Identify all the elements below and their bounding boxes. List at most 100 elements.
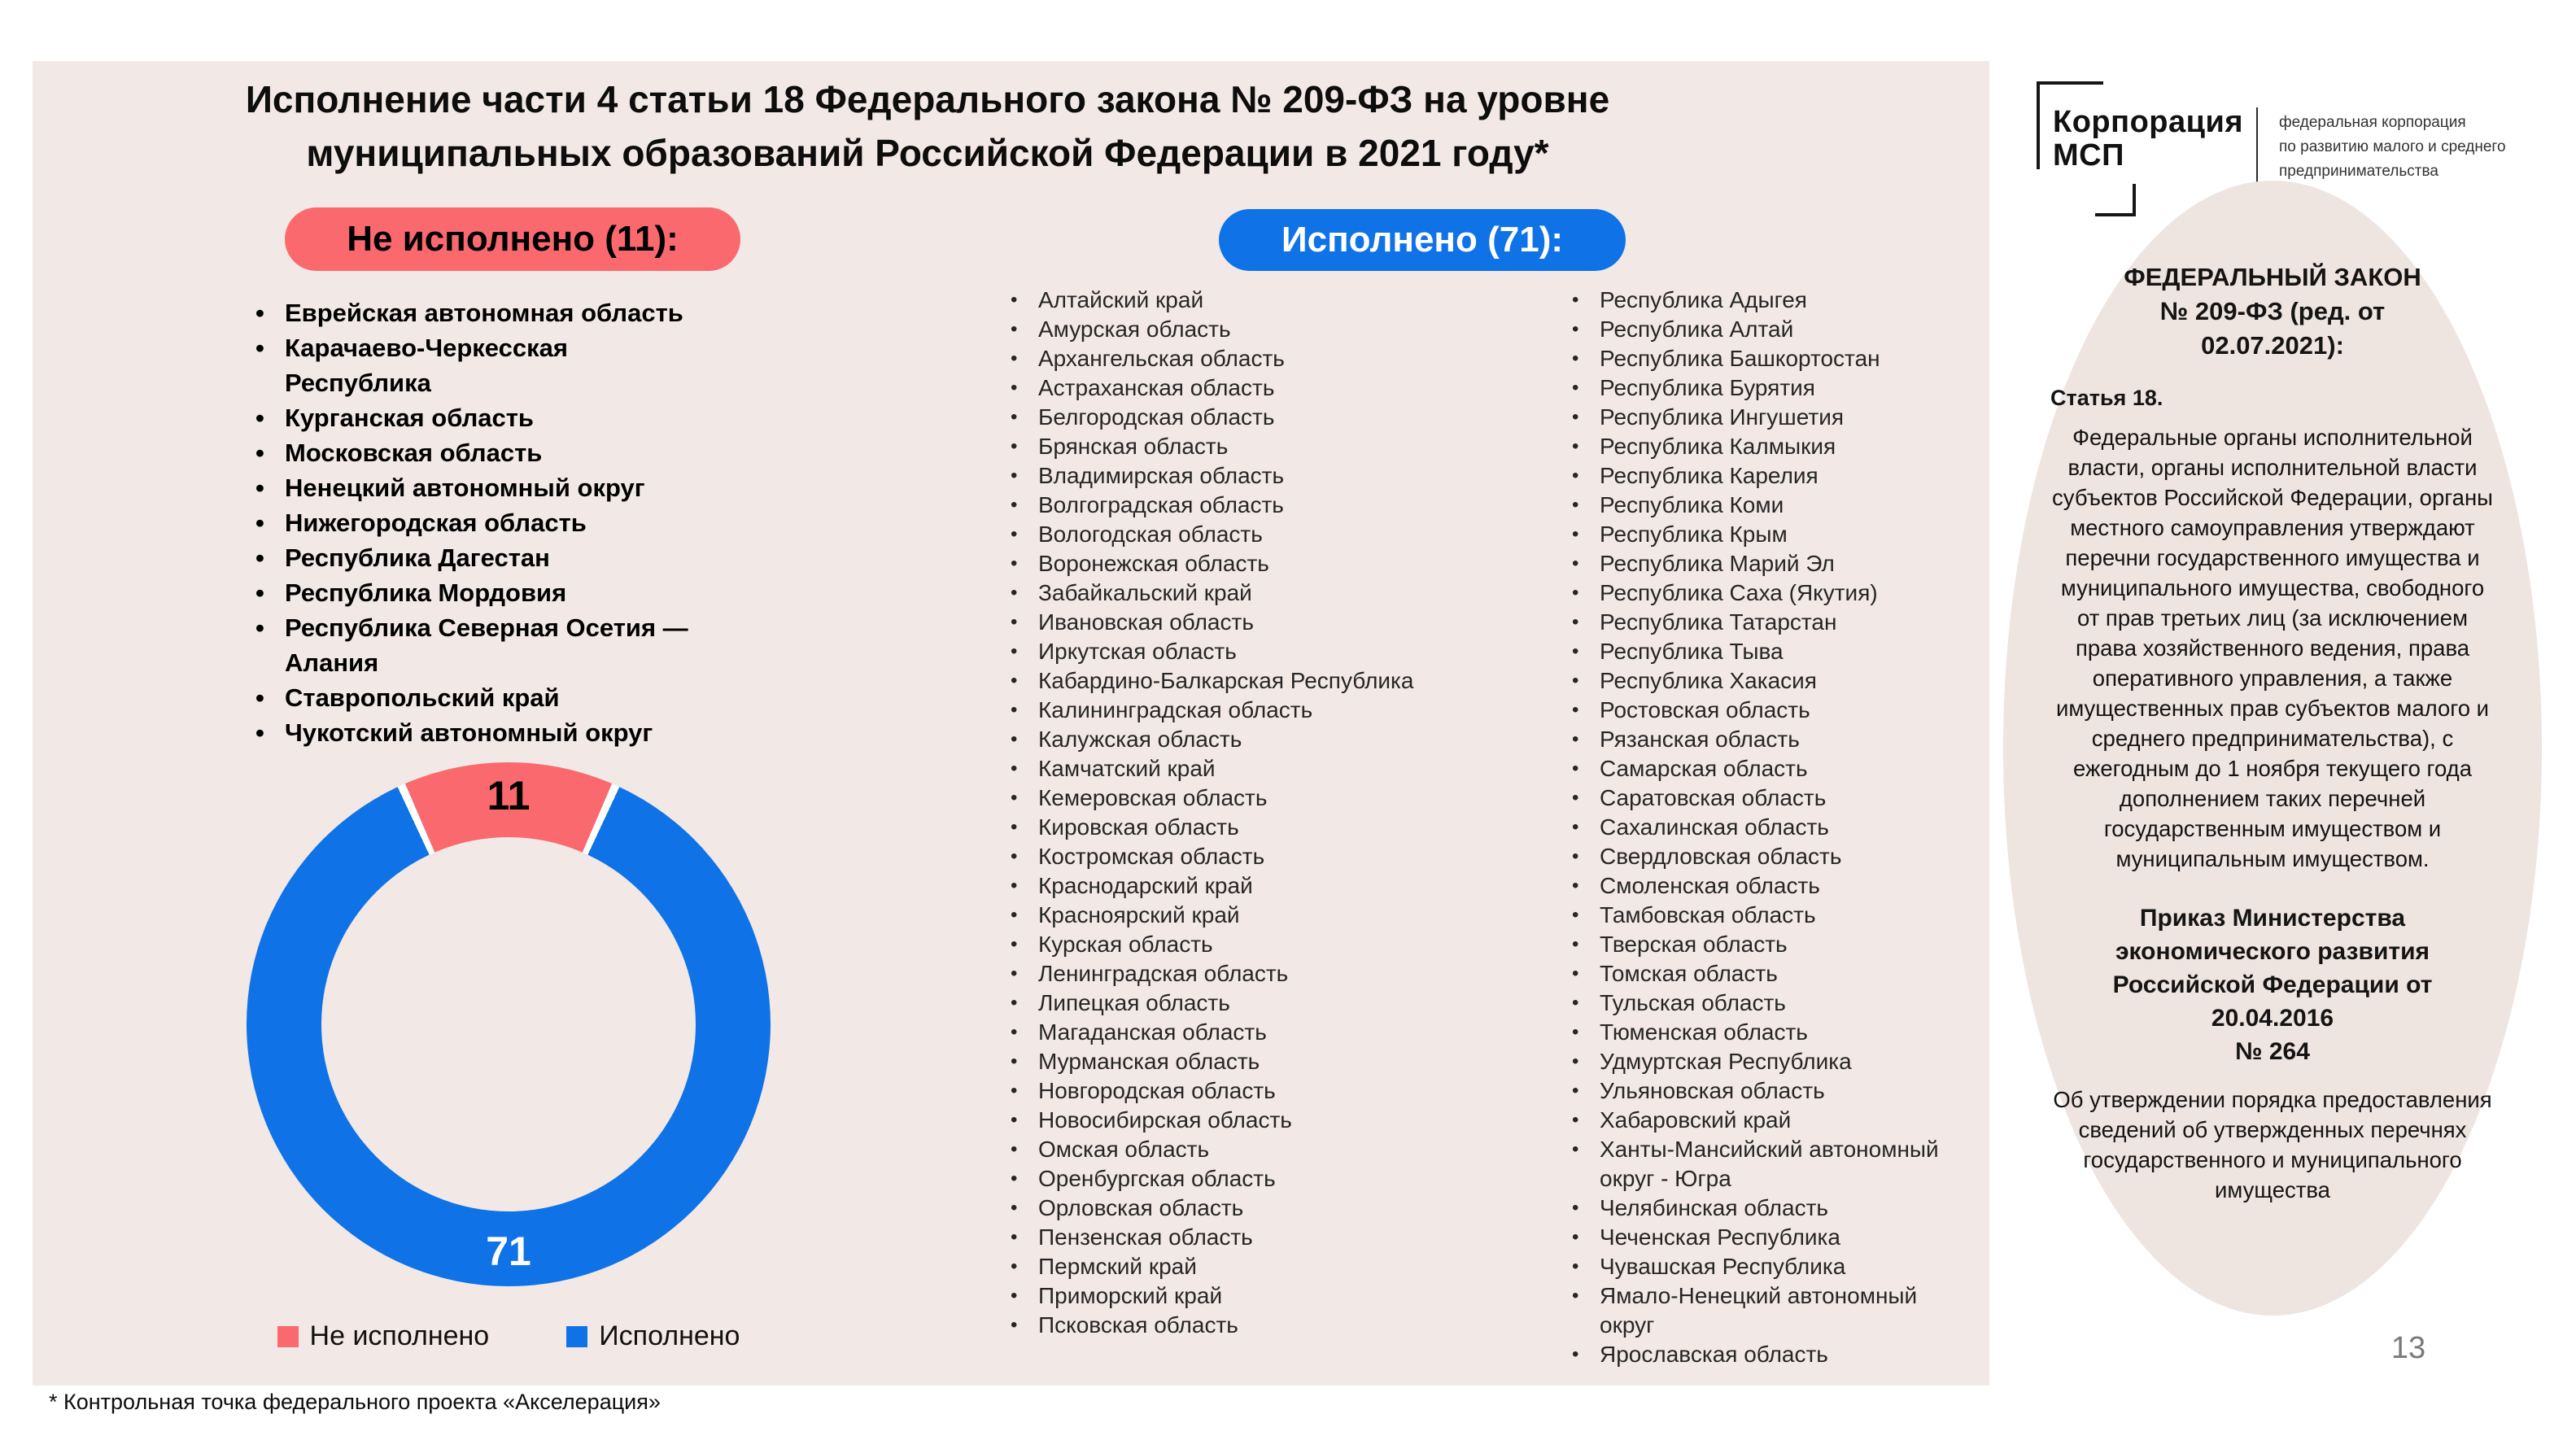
region-list-item: Алтайский край (1001, 286, 1421, 315)
region-list-item: Ханты-Мансийский автономный округ - Югра (1562, 1135, 1941, 1194)
region-list-item: Республика Бурятия (1562, 373, 1941, 403)
region-list-item: Республика Мордовия (244, 575, 696, 610)
region-list-item: Кемеровская область (1001, 783, 1421, 813)
region-list-item: Республика Коми (1562, 491, 1941, 520)
executed-badge: Исполнено (71): (1219, 209, 1626, 271)
region-list-item: Саратовская область (1562, 783, 1941, 813)
logo-divider (2256, 107, 2258, 187)
region-list-item: Ульяновская область (1562, 1076, 1941, 1106)
region-list-item: Тверская область (1562, 930, 1941, 959)
region-list-item: Тульская область (1562, 989, 1941, 1018)
not-executed-region-list: Еврейская автономная областьКарачаево-Че… (244, 295, 696, 750)
region-list-item: Забайкальский край (1001, 578, 1421, 608)
region-list-item: Карачаево-Черкесская Республика (244, 330, 696, 400)
region-list-item: Республика Адыгея (1562, 286, 1941, 315)
region-list-item: Волгоградская область (1001, 491, 1421, 520)
region-list-item: Псковская область (1001, 1311, 1421, 1340)
region-list-item: Калужская область (1001, 725, 1421, 754)
footnote: * Контрольная точка федерального проекта… (49, 1390, 661, 1414)
region-list-item: Республика Татарстан (1562, 608, 1941, 637)
ministry-order-heading: Приказ Министерства экономического разви… (2112, 905, 2433, 1065)
region-list-item: Еврейская автономная область (244, 295, 696, 330)
slide-title-line2: муниципальных образований Российской Фед… (306, 132, 1549, 174)
region-list-item: Свердловская область (1562, 842, 1941, 871)
region-list-item: Оренбургская область (1001, 1164, 1421, 1194)
region-list-item: Республика Северная Осетия — Алания (244, 610, 696, 680)
region-list-item: Республика Карелия (1562, 461, 1941, 491)
region-list-item: Республика Ингушетия (1562, 403, 1941, 432)
region-list-item: Мурманская область (1001, 1047, 1421, 1076)
region-list-item: Воронежская область (1001, 549, 1421, 578)
region-list-item: Орловская область (1001, 1194, 1421, 1223)
ministry-order-text: Об утверждении порядка предоставления св… (2053, 1087, 2492, 1202)
law-heading: ФЕДЕРАЛЬНЫЙ ЗАКОН № 209-ФЗ (ред. от 02.0… (2124, 263, 2421, 360)
region-list-item: Пермский край (1001, 1252, 1421, 1281)
region-list-item: Новгородская область (1001, 1076, 1421, 1106)
region-list-item: Ростовская область (1562, 696, 1941, 725)
logo-name: Корпорация МСП (2053, 106, 2243, 172)
region-list-item: Астраханская область (1001, 373, 1421, 403)
page-number: 13 (2390, 1331, 2426, 1365)
region-list-item: Республика Тыва (1562, 637, 1941, 666)
region-list-item: Чеченская Республика (1562, 1223, 1941, 1252)
law-panel: ФЕДЕРАЛЬНЫЙ ЗАКОН № 209-ФЗ (ред. от 02.0… (2003, 181, 2542, 1316)
region-list-item: Магаданская область (1001, 1018, 1421, 1047)
region-list-item: Республика Калмыкия (1562, 432, 1941, 461)
logo-bracket-bottom-right-icon (2095, 184, 2136, 216)
region-list-item: Нижегородская область (244, 505, 696, 540)
not-executed-badge: Не исполнено (11): (285, 207, 740, 271)
region-list-item: Костромская область (1001, 842, 1421, 871)
region-list-item: Амурская область (1001, 315, 1421, 344)
region-list-item: Самарская область (1562, 754, 1941, 783)
region-list-item: Республика Хакасия (1562, 666, 1941, 696)
msp-corporation-logo: Корпорация МСП федеральная корпорация по … (2030, 73, 2559, 232)
law-panel-content: ФЕДЕРАЛЬНЫЙ ЗАКОН № 209-ФЗ (ред. от 02.0… (2050, 260, 2495, 1205)
executed-region-list-col1: Алтайский крайАмурская областьАрхангельс… (1001, 286, 1421, 1340)
region-list-item: Рязанская область (1562, 725, 1941, 754)
region-list-item: Вологодская область (1001, 520, 1421, 549)
region-list-item: Ивановская область (1001, 608, 1421, 637)
executed-region-list-col2: Республика АдыгеяРеспублика АлтайРеспубл… (1562, 286, 1941, 1369)
legend-swatch-red-icon (277, 1325, 299, 1347)
slide-title-line1: Исполнение части 4 статьи 18 Федеральног… (245, 78, 1610, 120)
region-list-item: Чувашская Республика (1562, 1252, 1941, 1281)
legend-item-executed: Исполнено (566, 1320, 740, 1352)
donut-value-executed: 71 (486, 1229, 531, 1274)
region-list-item: Иркутская область (1001, 637, 1421, 666)
region-list-item: Тамбовская область (1562, 901, 1941, 930)
region-list-item: Республика Дагестан (244, 540, 696, 575)
law-article-label: Статья 18. (2050, 386, 2163, 410)
region-list-item: Республика Саха (Якутия) (1562, 578, 1941, 608)
law-article-text: Федеральные органы исполнительной власти… (2052, 425, 2493, 871)
region-list-item: Брянская область (1001, 432, 1421, 461)
region-list-item: Белгородская область (1001, 403, 1421, 432)
legend-item-not-executed: Не исполнено (277, 1320, 490, 1352)
logo-name-line1: Корпорация (2053, 105, 2244, 139)
region-list-item: Красноярский край (1001, 901, 1421, 930)
region-list-item: Курганская область (244, 400, 696, 435)
legend-label-not-executed: Не исполнено (309, 1320, 490, 1351)
region-list-item: Сахалинская область (1562, 813, 1941, 842)
donut-chart: 11 71 (247, 762, 771, 1286)
region-list-item: Челябинская область (1562, 1194, 1941, 1223)
donut-value-not-executed: 11 (487, 773, 530, 818)
region-list-item: Пензенская область (1001, 1223, 1421, 1252)
region-list-item: Ненецкий автономный округ (244, 470, 696, 505)
region-list-item: Республика Алтай (1562, 315, 1941, 344)
region-list-item: Республика Башкортостан (1562, 344, 1941, 373)
region-list-item: Новосибирская область (1001, 1106, 1421, 1135)
region-list-item: Ярославская область (1562, 1340, 1941, 1369)
logo-name-line2: МСП (2053, 138, 2124, 172)
region-list-item: Республика Марий Эл (1562, 549, 1941, 578)
region-list-item: Кабардино-Балкарская Республика (1001, 666, 1421, 696)
legend-label-executed: Исполнено (599, 1320, 740, 1351)
region-list-item: Тюменская область (1562, 1018, 1941, 1047)
region-list-item: Кировская область (1001, 813, 1421, 842)
region-list-item: Чукотский автономный округ (244, 715, 696, 750)
region-list-item: Смоленская область (1562, 871, 1941, 901)
region-list-item: Камчатский край (1001, 754, 1421, 783)
legend-swatch-blue-icon (566, 1325, 588, 1347)
region-list-item: Краснодарский край (1001, 871, 1421, 901)
region-list-item: Владимирская область (1001, 461, 1421, 491)
